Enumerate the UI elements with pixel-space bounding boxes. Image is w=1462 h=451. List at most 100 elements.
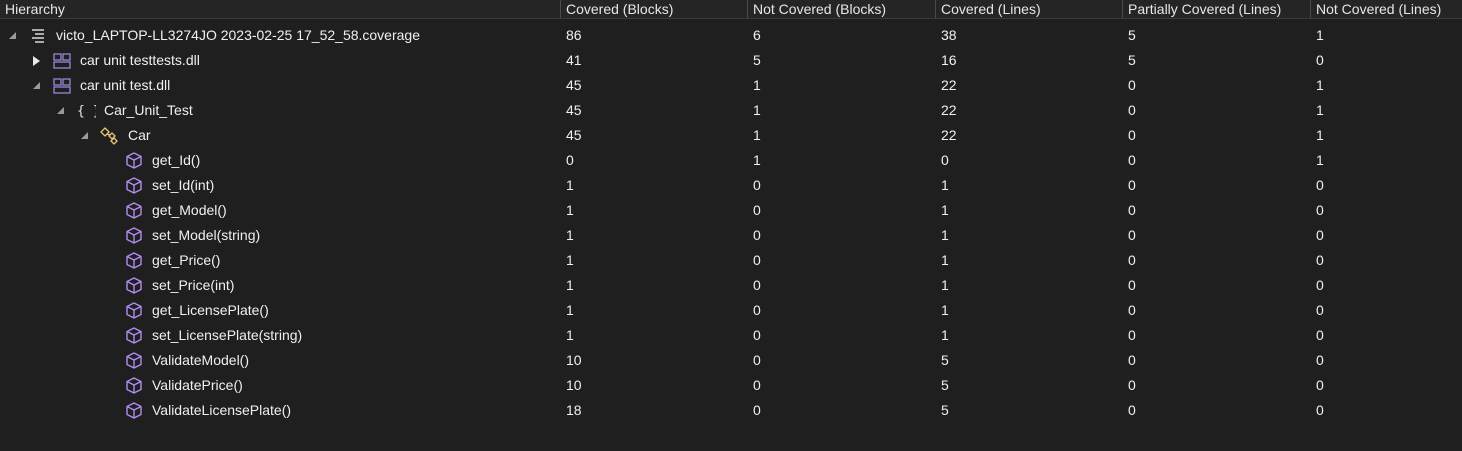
tree-row[interactable]: Car 45 1 22 0 1 bbox=[0, 123, 1462, 148]
column-header-not-covered-blocks[interactable]: Not Covered (Blocks) bbox=[748, 0, 936, 18]
hierarchy-cell: ValidateModel() bbox=[102, 348, 249, 373]
class-icon bbox=[100, 126, 120, 146]
tree-row[interactable]: set_Model(string) 1 0 1 0 0 bbox=[0, 223, 1462, 248]
hierarchy-cell: car unit testtests.dll bbox=[30, 48, 200, 73]
covered-lines-cell: 1 bbox=[941, 252, 949, 268]
partially-covered-lines-cell: 0 bbox=[1128, 377, 1136, 393]
not-covered-lines-cell: 1 bbox=[1316, 127, 1324, 143]
not-covered-lines-cell: 0 bbox=[1316, 327, 1324, 343]
method-icon bbox=[124, 276, 144, 296]
column-header-row: Hierarchy Covered (Blocks) Not Covered (… bbox=[0, 0, 1462, 19]
covered-blocks-cell: 45 bbox=[566, 77, 582, 93]
expander-spacer bbox=[102, 173, 114, 198]
tree-item-label: get_LicensePlate() bbox=[152, 302, 269, 318]
tree-row[interactable]: get_Model() 1 0 1 0 0 bbox=[0, 198, 1462, 223]
not-covered-lines-cell: 0 bbox=[1316, 352, 1324, 368]
not-covered-lines-cell: 0 bbox=[1316, 402, 1324, 418]
not-covered-lines-cell: 0 bbox=[1316, 177, 1324, 193]
covered-blocks-cell: 1 bbox=[566, 227, 574, 243]
covered-blocks-cell: 45 bbox=[566, 102, 582, 118]
not-covered-blocks-cell: 0 bbox=[753, 227, 761, 243]
method-icon bbox=[124, 176, 144, 196]
method-icon bbox=[124, 251, 144, 271]
not-covered-blocks-cell: 5 bbox=[753, 52, 761, 68]
tree-item-label: get_Model() bbox=[152, 202, 227, 218]
not-covered-lines-cell: 1 bbox=[1316, 102, 1324, 118]
covered-lines-cell: 5 bbox=[941, 377, 949, 393]
collapse-arrow-icon[interactable] bbox=[30, 73, 42, 98]
tree-row[interactable]: { } Car_Unit_Test 45 1 22 0 1 bbox=[0, 98, 1462, 123]
hierarchy-cell: get_Id() bbox=[102, 148, 200, 173]
not-covered-blocks-cell: 1 bbox=[753, 152, 761, 168]
column-header-covered-lines[interactable]: Covered (Lines) bbox=[936, 0, 1123, 18]
hierarchy-cell: get_Model() bbox=[102, 198, 227, 223]
hierarchy-cell: get_LicensePlate() bbox=[102, 298, 269, 323]
tree-row[interactable]: get_Id() 0 1 0 0 1 bbox=[0, 148, 1462, 173]
tree-row[interactable]: ValidateLicensePlate() 18 0 5 0 0 bbox=[0, 398, 1462, 423]
partially-covered-lines-cell: 0 bbox=[1128, 277, 1136, 293]
covered-blocks-cell: 1 bbox=[566, 327, 574, 343]
method-icon bbox=[124, 351, 144, 371]
covered-lines-cell: 1 bbox=[941, 227, 949, 243]
not-covered-blocks-cell: 0 bbox=[753, 327, 761, 343]
not-covered-lines-cell: 1 bbox=[1316, 77, 1324, 93]
covered-lines-cell: 1 bbox=[941, 277, 949, 293]
expander-spacer bbox=[102, 148, 114, 173]
tree-row[interactable]: ValidatePrice() 10 0 5 0 0 bbox=[0, 373, 1462, 398]
covered-lines-cell: 1 bbox=[941, 327, 949, 343]
tree-row[interactable]: set_LicensePlate(string) 1 0 1 0 0 bbox=[0, 323, 1462, 348]
partially-covered-lines-cell: 0 bbox=[1128, 152, 1136, 168]
tree-row[interactable]: get_LicensePlate() 1 0 1 0 0 bbox=[0, 298, 1462, 323]
collapse-arrow-icon[interactable] bbox=[78, 123, 90, 148]
expand-arrow-icon[interactable] bbox=[30, 48, 42, 73]
column-header-not-covered-lines[interactable]: Not Covered (Lines) bbox=[1316, 1, 1442, 17]
method-icon bbox=[124, 201, 144, 221]
covered-lines-cell: 38 bbox=[941, 27, 957, 43]
partially-covered-lines-cell: 0 bbox=[1128, 102, 1136, 118]
not-covered-blocks-cell: 1 bbox=[753, 77, 761, 93]
partially-covered-lines-cell: 0 bbox=[1128, 302, 1136, 318]
not-covered-blocks-cell: 1 bbox=[753, 102, 761, 118]
column-header-hierarchy[interactable]: Hierarchy bbox=[0, 0, 561, 18]
tree-row[interactable]: car unit testtests.dll 41 5 16 5 0 bbox=[0, 48, 1462, 73]
tree-row[interactable]: ValidateModel() 10 0 5 0 0 bbox=[0, 348, 1462, 373]
not-covered-lines-cell: 0 bbox=[1316, 302, 1324, 318]
expander-spacer bbox=[102, 223, 114, 248]
expander-spacer bbox=[102, 323, 114, 348]
hierarchy-cell: victo_LAPTOP-LL3274JO 2023-02-25 17_52_5… bbox=[6, 23, 420, 48]
tree-item-label: ValidateLicensePlate() bbox=[152, 402, 292, 418]
not-covered-lines-cell: 1 bbox=[1316, 152, 1324, 168]
tree-item-label: ValidateModel() bbox=[152, 352, 250, 368]
tree-row[interactable]: car unit test.dll 45 1 22 0 1 bbox=[0, 73, 1462, 98]
tree-row[interactable]: get_Price() 1 0 1 0 0 bbox=[0, 248, 1462, 273]
not-covered-lines-cell: 1 bbox=[1316, 27, 1324, 43]
collapse-arrow-icon[interactable] bbox=[54, 98, 66, 123]
not-covered-blocks-cell: 0 bbox=[753, 302, 761, 318]
tree-row[interactable]: set_Id(int) 1 0 1 0 0 bbox=[0, 173, 1462, 198]
assembly-icon bbox=[52, 76, 72, 96]
not-covered-blocks-cell: 0 bbox=[753, 177, 761, 193]
not-covered-blocks-cell: 0 bbox=[753, 252, 761, 268]
covered-blocks-cell: 41 bbox=[566, 52, 582, 68]
covered-blocks-cell: 0 bbox=[566, 152, 574, 168]
tree-row[interactable]: victo_LAPTOP-LL3274JO 2023-02-25 17_52_5… bbox=[0, 23, 1462, 48]
column-header-partially-covered-lines[interactable]: Partially Covered (Lines) bbox=[1123, 0, 1311, 18]
hierarchy-cell: set_Id(int) bbox=[102, 173, 214, 198]
partially-covered-lines-cell: 0 bbox=[1128, 202, 1136, 218]
covered-blocks-cell: 10 bbox=[566, 352, 582, 368]
hierarchy-cell: set_Model(string) bbox=[102, 223, 260, 248]
covered-blocks-cell: 1 bbox=[566, 177, 574, 193]
covered-lines-cell: 1 bbox=[941, 302, 949, 318]
collapse-arrow-icon[interactable] bbox=[6, 23, 18, 48]
covered-lines-cell: 1 bbox=[941, 177, 949, 193]
partially-covered-lines-cell: 5 bbox=[1128, 27, 1136, 43]
covered-blocks-cell: 10 bbox=[566, 377, 582, 393]
method-icon bbox=[124, 226, 144, 246]
tree-row[interactable]: set_Price(int) 1 0 1 0 0 bbox=[0, 273, 1462, 298]
covered-blocks-cell: 18 bbox=[566, 402, 582, 418]
tree-item-label: set_LicensePlate(string) bbox=[152, 327, 303, 343]
column-header-covered-blocks[interactable]: Covered (Blocks) bbox=[561, 0, 748, 18]
tree-item-label: set_Model(string) bbox=[152, 227, 261, 243]
method-icon bbox=[124, 401, 144, 421]
